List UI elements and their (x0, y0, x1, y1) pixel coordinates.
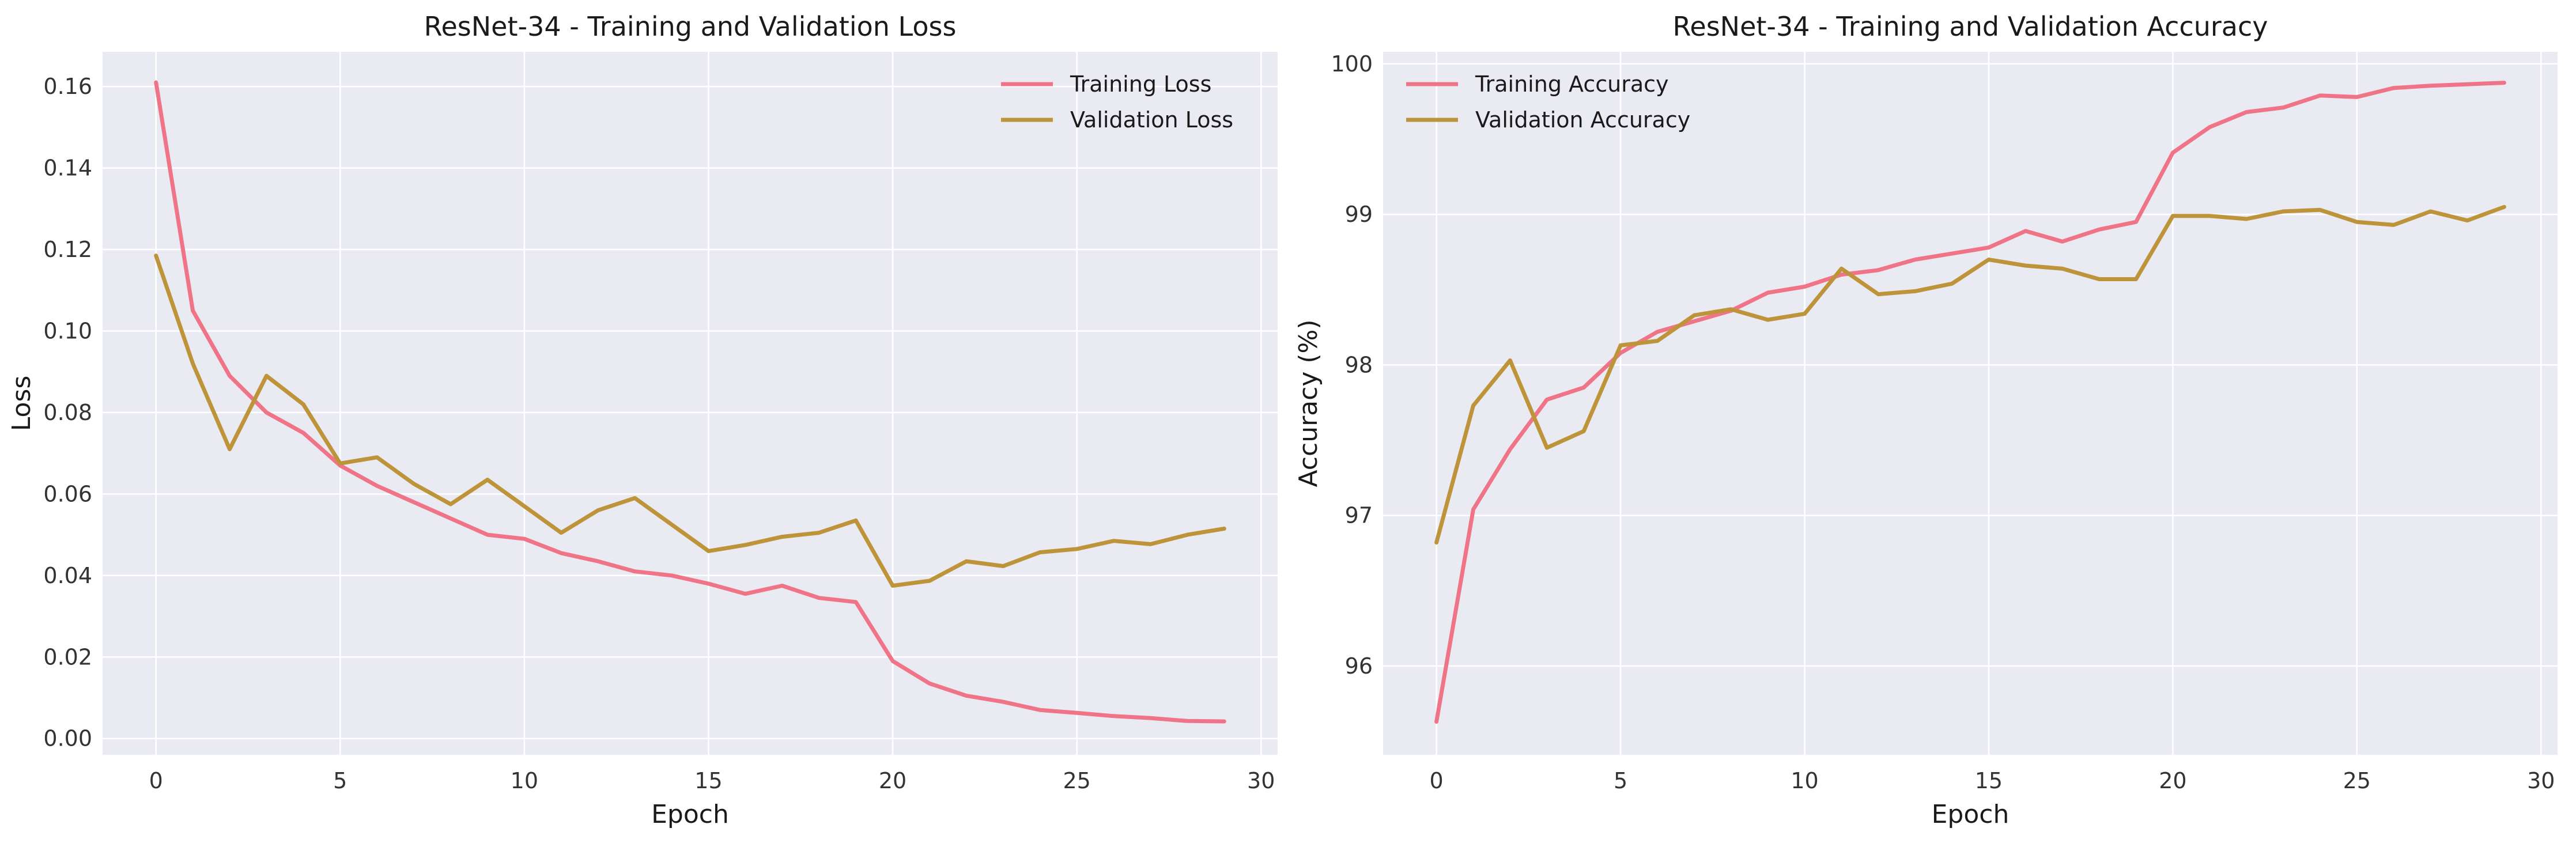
plot-area (103, 52, 1278, 755)
legend: Training Loss Validation Loss (1001, 71, 1233, 133)
x-tick-label: 20 (2159, 768, 2186, 793)
legend-label: Validation Accuracy (1475, 107, 1690, 133)
x-tick-label: 10 (511, 768, 538, 793)
y-tick-label: 0.16 (43, 74, 92, 99)
legend-label: Training Accuracy (1475, 71, 1669, 97)
x-tick-label: 0 (149, 768, 163, 793)
legend-label: Training Loss (1070, 71, 1211, 97)
accuracy-chart: 0 5 10 15 20 25 30 96 97 98 99 100 ResNet-34 - Train… (1294, 11, 2558, 829)
legend-label: Validation Loss (1070, 107, 1233, 133)
y-tick-label: 96 (1345, 653, 1373, 679)
y-axis-label: Loss (7, 376, 36, 432)
plot-area (1383, 52, 2558, 755)
x-tick-label: 30 (2527, 768, 2555, 793)
x-tick-label: 5 (1614, 768, 1627, 793)
legend: Training Accuracy Validation Accuracy (1406, 71, 1690, 133)
y-tick-label: 98 (1345, 352, 1373, 377)
series-line-training (154, 80, 1226, 724)
x-axis-label: Epoch (651, 800, 729, 829)
y-tick-label: 0.04 (43, 563, 92, 588)
x-tick-label: 20 (879, 768, 906, 793)
y-tick-label: 0.12 (43, 237, 92, 262)
y-tick-label: 0.06 (43, 481, 92, 506)
series-line-validation (1434, 205, 2506, 545)
x-axis-label: Epoch (1932, 800, 2010, 829)
x-tick-label: 10 (1791, 768, 1818, 793)
y-tick-label: 0.14 (43, 156, 92, 181)
y-axis-label: Accuracy (%) (1294, 319, 1323, 487)
y-tick-label: 99 (1345, 202, 1373, 227)
chart-title: ResNet-34 - Training and Validation Loss (424, 11, 957, 42)
chart-title: ResNet-34 - Training and Validation Accu… (1673, 11, 2268, 42)
x-tick-label: 15 (694, 768, 722, 793)
y-tick-label: 100 (1331, 51, 1373, 77)
x-tick-label: 30 (1247, 768, 1275, 793)
x-tick-label: 25 (2343, 768, 2371, 793)
y-tick-label: 0.10 (43, 318, 92, 343)
y-tick-label: 97 (1345, 503, 1373, 528)
x-tick-label: 0 (1430, 768, 1444, 793)
loss-chart: 0 5 10 15 20 25 30 0.00 0.02 0.04 0.06 0.08 0.10 0.12… (7, 11, 1278, 829)
y-tick-label: 0.00 (43, 726, 92, 751)
x-tick-label: 25 (1063, 768, 1090, 793)
x-tick-label: 5 (333, 768, 347, 793)
y-tick-label: 0.08 (43, 400, 92, 425)
x-tick-label: 15 (1975, 768, 2003, 793)
series-line-validation (154, 254, 1226, 588)
y-tick-label: 0.02 (43, 644, 92, 670)
